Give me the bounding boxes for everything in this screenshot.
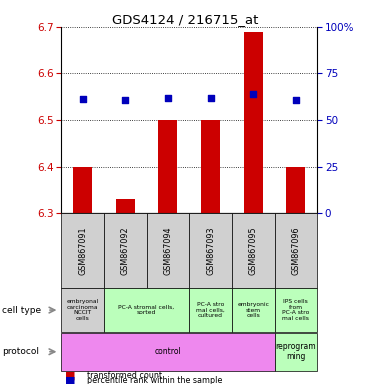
Text: control: control xyxy=(154,347,181,356)
Text: GSM867093: GSM867093 xyxy=(206,226,215,275)
Bar xyxy=(73,167,92,213)
Point xyxy=(79,96,85,102)
Text: transformed count: transformed count xyxy=(87,371,162,380)
Bar xyxy=(158,120,177,213)
Text: ■: ■ xyxy=(65,376,75,384)
Text: GSM867091: GSM867091 xyxy=(78,226,87,275)
Text: GSM867094: GSM867094 xyxy=(163,226,173,275)
Point xyxy=(293,98,299,104)
Bar xyxy=(201,120,220,213)
Text: embryonal
carcinoma
NCCIT
cells: embryonal carcinoma NCCIT cells xyxy=(66,299,99,321)
Bar xyxy=(116,199,135,213)
Text: GSM867096: GSM867096 xyxy=(291,226,301,275)
Text: PC-A stromal cells,
sorted: PC-A stromal cells, sorted xyxy=(118,305,175,316)
Text: reprogram
ming: reprogram ming xyxy=(276,342,316,361)
Point xyxy=(250,91,256,98)
Text: GSM867095: GSM867095 xyxy=(249,226,258,275)
Text: cell type: cell type xyxy=(2,306,41,314)
Point xyxy=(122,98,128,104)
Text: percentile rank within the sample: percentile rank within the sample xyxy=(87,376,223,384)
Text: GSM867092: GSM867092 xyxy=(121,226,130,275)
Text: embryonic
stem
cells: embryonic stem cells xyxy=(237,302,269,318)
Bar xyxy=(244,31,263,213)
Text: PC-A stro
mal cells,
cultured: PC-A stro mal cells, cultured xyxy=(196,302,225,318)
Text: IPS cells
from
PC-A stro
mal cells: IPS cells from PC-A stro mal cells xyxy=(282,299,309,321)
Point xyxy=(207,95,213,101)
Text: ■: ■ xyxy=(65,370,75,380)
Text: protocol: protocol xyxy=(2,347,39,356)
Bar xyxy=(286,167,305,213)
Point xyxy=(165,95,171,101)
Text: GDS4124 / 216715_at: GDS4124 / 216715_at xyxy=(112,13,259,26)
